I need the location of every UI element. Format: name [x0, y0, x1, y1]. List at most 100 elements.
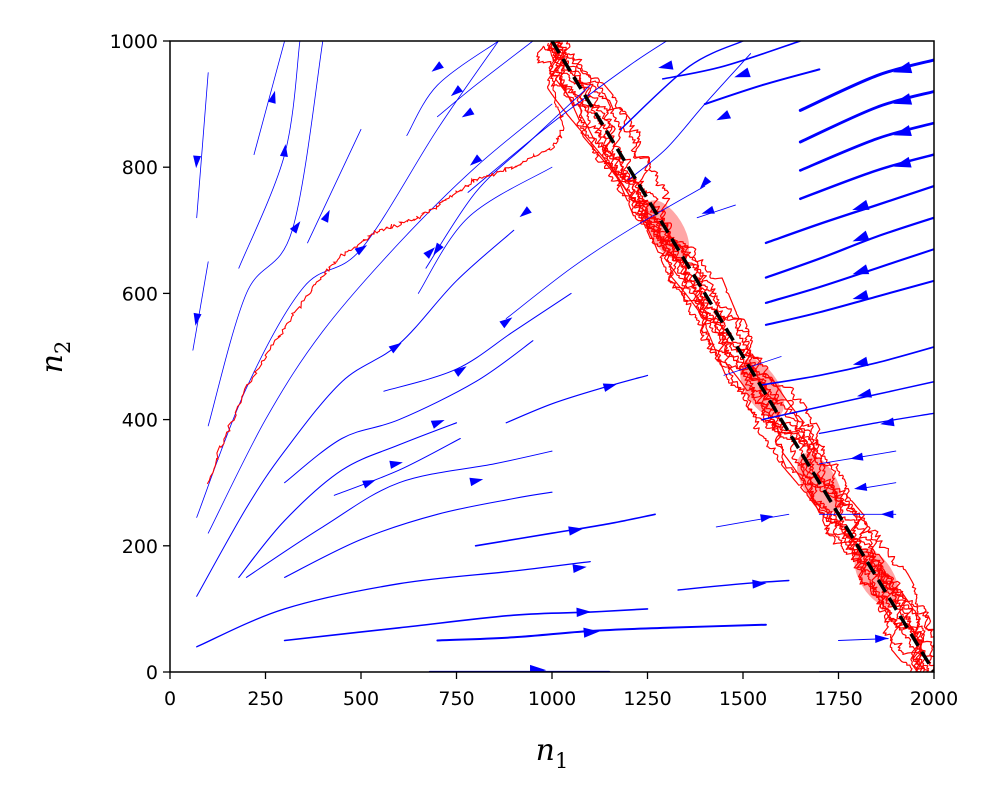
streamline-arrow: [431, 61, 444, 72]
trajectory-band-stroke: [546, 41, 921, 672]
streamline: [627, 53, 752, 181]
streamline-arrow: [289, 221, 301, 234]
streamline: [417, 166, 553, 294]
streamline: [620, 41, 744, 130]
streamline-arrow: [852, 290, 869, 300]
x-tick-label: 0: [164, 688, 176, 710]
streamline-arrow: [576, 607, 592, 618]
streamline-arrow: [389, 460, 403, 469]
streamline: [437, 41, 534, 118]
streamline-arrow: [892, 61, 913, 74]
streamline-arrow: [852, 199, 870, 211]
x-tick-label: 1250: [623, 688, 671, 710]
streamline-arrow: [856, 388, 872, 398]
streamline-arrow: [852, 230, 870, 242]
x-axis-label-main: n: [536, 733, 555, 768]
streamline: [333, 438, 461, 496]
streamline: [284, 491, 553, 578]
y-tick-label: 400: [122, 410, 158, 432]
streamline-arrow: [267, 90, 276, 104]
streamline-arrow: [893, 93, 913, 105]
streamline-arrow: [279, 144, 288, 157]
streamline-arrow: [469, 477, 484, 487]
streamline: [284, 340, 534, 484]
streamline-arrow: [453, 366, 467, 377]
trajectory-band: [536, 41, 934, 672]
trajectory-initial-path: [206, 41, 565, 485]
streamline-arrow: [760, 514, 774, 523]
streamlines: [192, 41, 934, 672]
streamline-arrow: [658, 60, 674, 70]
streamline-arrow: [852, 264, 870, 275]
streamline-arrow: [430, 420, 445, 429]
streamline-arrow: [530, 664, 547, 672]
streamline-arrow: [320, 209, 330, 223]
x-tick-label: 2000: [910, 688, 958, 710]
streamline-arrow: [568, 526, 584, 536]
streamline: [677, 579, 790, 591]
streamline: [799, 153, 934, 201]
streamline: [196, 72, 209, 219]
x-tick-label: 500: [343, 688, 379, 710]
streamline: [761, 380, 934, 421]
x-axis-ticks: 0 250 500 750 1000 1250 1500 1750 2000: [164, 672, 958, 710]
streamline: [764, 279, 934, 326]
streamline: [761, 346, 934, 386]
x-tick-label: 250: [247, 688, 283, 710]
streamline-arrow: [423, 247, 435, 259]
streamline: [818, 412, 934, 435]
y-tick-label: 200: [122, 536, 158, 558]
streamline: [764, 184, 934, 245]
streamline: [406, 41, 499, 136]
streamline-arrow: [699, 176, 712, 189]
x-axis-label-subscript: 1: [555, 749, 568, 773]
streamline: [383, 292, 572, 392]
trajectory-band-stroke: [559, 41, 926, 672]
streamline: [283, 608, 649, 642]
x-tick-label: 1000: [528, 688, 576, 710]
streamline-arrow: [499, 317, 513, 329]
y-axis-ticks: 0 200 400 600 800 1000: [110, 31, 170, 684]
streamline: [723, 356, 782, 376]
streamline-arrow: [193, 312, 202, 326]
trajectory: [206, 41, 565, 485]
streamline-arrow: [854, 482, 868, 491]
streamline: [703, 68, 821, 106]
y-axis-label-subscript: 2: [51, 341, 75, 354]
streamline: [307, 128, 362, 244]
x-tick-label: 1750: [814, 688, 862, 710]
streamline: [505, 185, 706, 319]
y-tick-label: 800: [122, 157, 158, 179]
streamline-arrow: [893, 125, 912, 137]
streamline: [764, 248, 934, 304]
streamline: [207, 41, 324, 427]
y-tick-label: 600: [122, 283, 158, 305]
trajectory-band-stroke: [548, 41, 934, 632]
streamline-arrow: [602, 383, 617, 392]
streamline: [192, 261, 209, 351]
streamline-arrow: [734, 67, 751, 78]
streamline-arrow: [752, 579, 767, 589]
streamline-arrow: [469, 154, 483, 166]
x-axis-label: n1: [536, 733, 569, 773]
trajectory-band-blob: [854, 548, 899, 607]
streamline: [253, 41, 285, 155]
streamline-arrow: [572, 564, 587, 574]
streamline-arrow: [850, 452, 864, 461]
x-tick-label: 750: [438, 688, 474, 710]
streamline-arrow: [893, 156, 912, 168]
streamline-arrow: [880, 510, 894, 519]
y-tick-label: 1000: [110, 31, 158, 53]
streamline: [764, 216, 934, 279]
streamline-arrow: [519, 206, 532, 218]
x-tick-label: 1500: [719, 688, 767, 710]
streamline-arrow: [716, 110, 732, 121]
trajectory-band-stroke: [542, 45, 931, 672]
streamline: [207, 103, 553, 534]
streamline-arrow: [388, 342, 402, 354]
nullcline: [550, 41, 934, 672]
streamline: [196, 229, 515, 597]
streamline: [715, 513, 790, 528]
